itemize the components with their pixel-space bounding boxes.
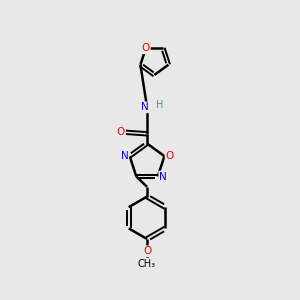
Text: N: N [121, 151, 128, 161]
Text: N: N [159, 172, 167, 182]
Text: O: O [166, 151, 174, 161]
Text: H: H [156, 100, 163, 110]
Text: O: O [143, 246, 151, 256]
Text: N: N [141, 102, 148, 112]
Text: CH₃: CH₃ [138, 259, 156, 269]
Text: O: O [116, 127, 125, 137]
Text: O: O [142, 43, 150, 53]
